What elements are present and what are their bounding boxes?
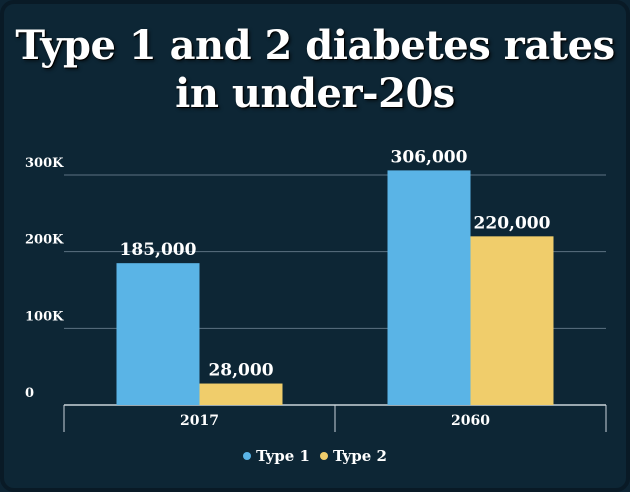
legend-swatch-type2 (320, 452, 328, 460)
y-tick-label: 300K (25, 156, 64, 171)
legend-label-type1: Type 1 (256, 447, 310, 465)
x-tick-label-2017: 2017 (180, 413, 219, 429)
data-label-type2-2060: 220,000 (474, 213, 551, 233)
data-label-type2-2017: 28,000 (208, 361, 273, 381)
legend-item-type2: Type 2 (320, 447, 387, 465)
y-tick-label: 0 (25, 386, 34, 401)
y-tick-label: 100K (25, 309, 64, 324)
bar-type1-2017 (116, 263, 200, 405)
legend-swatch-type1 (243, 452, 252, 460)
x-tick-label-2060: 2060 (451, 413, 490, 429)
data-label-type1-2017: 185,000 (120, 240, 197, 260)
bar-type2-2060 (470, 236, 554, 405)
chart-title: Type 1 and 2 diabetes rates in under-20s (15, 22, 615, 117)
bar-type2-2017 (199, 383, 283, 405)
legend-label-type2: Type 2 (333, 447, 387, 465)
y-tick-label: 200K (25, 233, 64, 248)
data-label-type1-2060: 306,000 (391, 147, 468, 167)
legend-item-type1: Type 1 (243, 447, 310, 465)
bar-type1-2060 (387, 170, 471, 405)
chart-legend: Type 1 Type 2 (0, 447, 630, 465)
